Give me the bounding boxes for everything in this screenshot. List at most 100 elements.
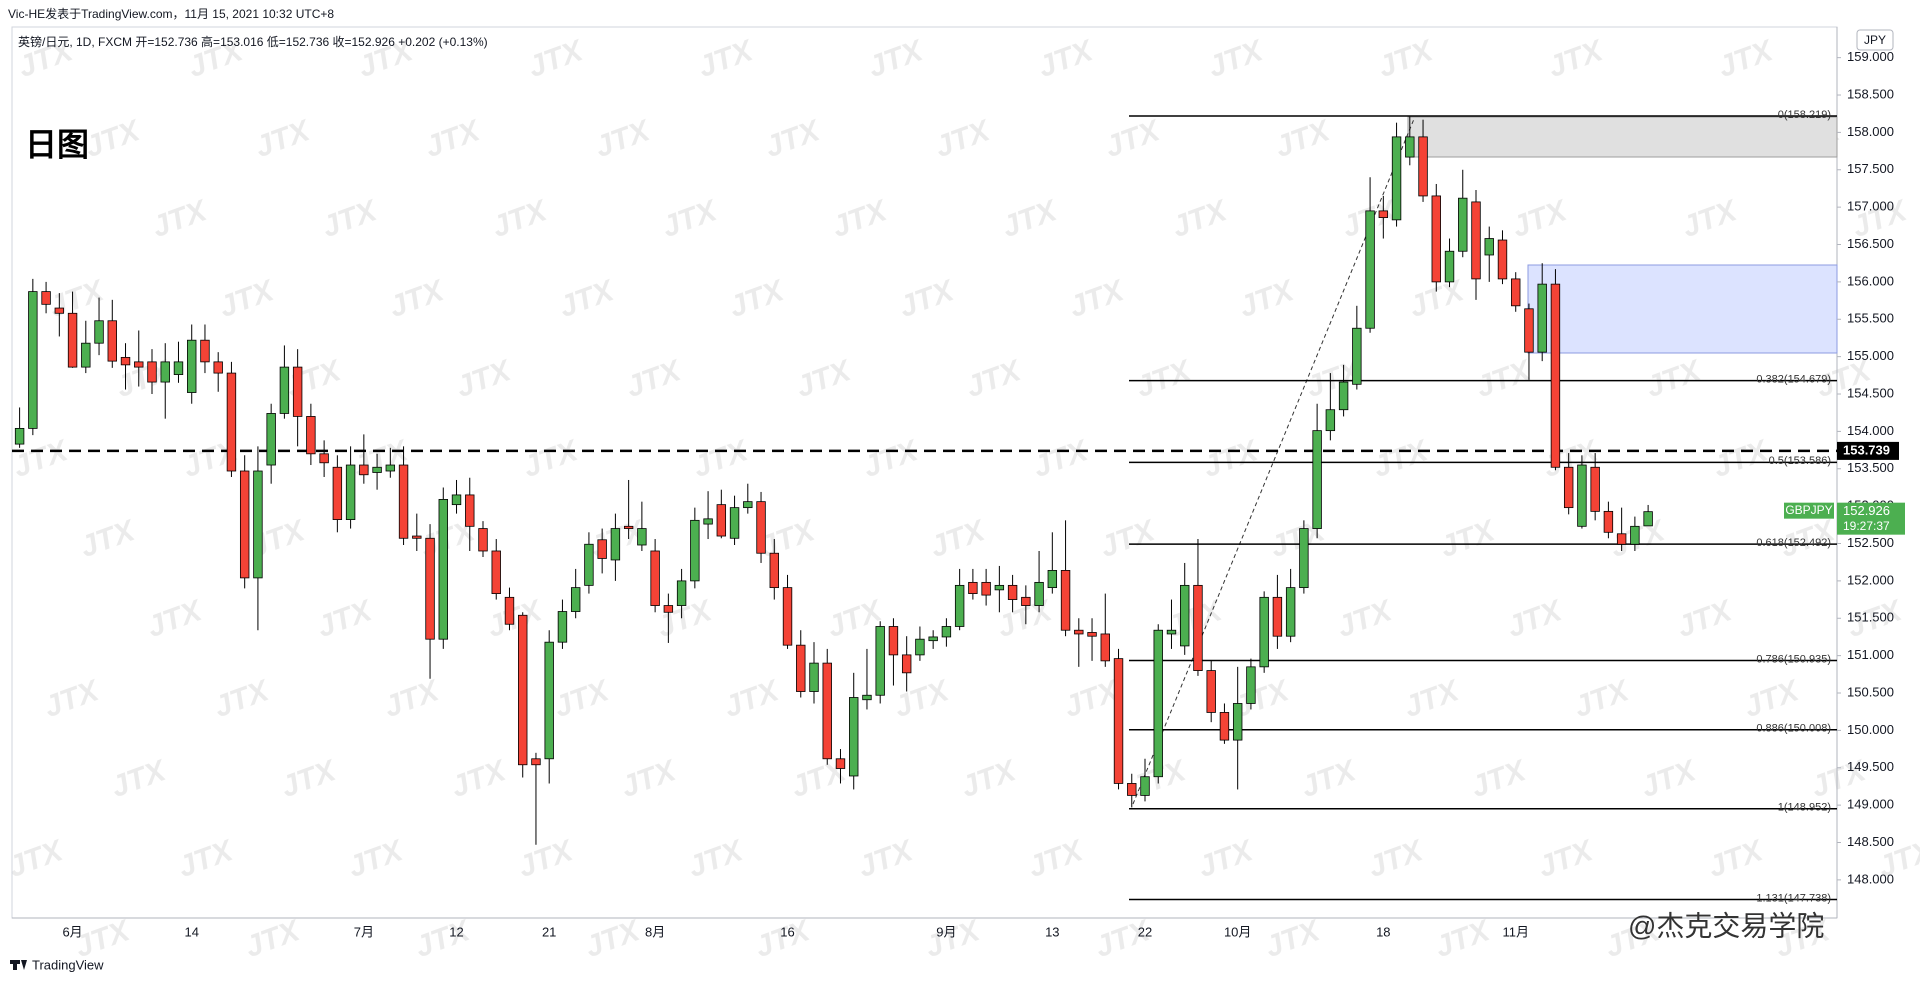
- candle-body: [120, 356, 131, 366]
- candle-body: [676, 580, 687, 606]
- x-tick-label: 7月: [354, 924, 374, 939]
- candle-body: [1590, 466, 1600, 512]
- candle-body: [1563, 466, 1574, 509]
- symbol-info: 英镑/日元, 1D, FXCM 开=152.736 高=153.016 低=15…: [18, 34, 488, 49]
- y-tick-label: 151.500: [1847, 610, 1894, 625]
- candle-body: [200, 339, 210, 363]
- candle-body: [729, 507, 740, 539]
- candle-body: [954, 584, 965, 627]
- candle-body: [557, 611, 568, 643]
- candle-body: [1259, 596, 1269, 668]
- candle-body: [1034, 581, 1044, 606]
- candle-body: [941, 626, 952, 638]
- candle-body: [1074, 629, 1084, 635]
- y-tick-label: 148.000: [1847, 871, 1894, 886]
- candle-body: [1272, 596, 1283, 637]
- candle-body: [1140, 776, 1150, 796]
- candle-body: [1060, 570, 1071, 631]
- candle-body: [716, 504, 727, 537]
- fib-label: 1(148.952): [1778, 802, 1831, 814]
- candle-body: [187, 339, 197, 393]
- candle-body: [41, 291, 51, 305]
- candle-body: [107, 320, 117, 362]
- y-tick-label: 152.000: [1847, 572, 1894, 587]
- candle-body: [809, 662, 819, 692]
- candle-body: [1325, 409, 1336, 432]
- x-tick-label: 11月: [1502, 924, 1529, 939]
- candle-body: [1193, 584, 1203, 671]
- candle-body: [518, 614, 528, 766]
- candle-body: [782, 587, 793, 646]
- candle-body: [849, 697, 859, 777]
- candle-body: [332, 466, 343, 520]
- y-tick-label: 158.000: [1847, 124, 1894, 139]
- candle-body: [412, 535, 422, 539]
- candle-body: [279, 366, 290, 414]
- supply-zone: [1407, 116, 1838, 158]
- candle-body: [862, 694, 872, 701]
- candle-body: [1643, 511, 1653, 527]
- fib-label: 0.786(150.935): [1756, 653, 1831, 665]
- candle-body: [1219, 712, 1230, 741]
- last-price-label: 152.926: [1843, 503, 1890, 518]
- candle-body: [213, 361, 223, 374]
- candle-body: [451, 494, 462, 506]
- y-tick-label: 149.000: [1847, 797, 1894, 812]
- candle-body: [1511, 278, 1521, 307]
- candle-body: [1537, 283, 1547, 353]
- order-block-zone: [1527, 264, 1838, 354]
- x-tick-label: 18: [1376, 924, 1390, 939]
- currency-box: [1856, 29, 1894, 51]
- x-tick-label: 9月: [936, 924, 956, 939]
- candle-body: [637, 528, 647, 546]
- candle-body: [822, 662, 832, 760]
- symbol-tag: [1784, 502, 1834, 519]
- y-tick-label: 156.500: [1847, 236, 1894, 251]
- y-tick-label: 157.500: [1847, 161, 1894, 176]
- candle-body: [769, 552, 779, 589]
- candle-body: [1180, 584, 1190, 647]
- x-tick-label: 21: [542, 924, 556, 939]
- last-price-tag: [1837, 502, 1905, 535]
- candle-body: [67, 312, 78, 368]
- candle-body: [226, 372, 237, 472]
- key-level-label: 153.739: [1843, 442, 1890, 457]
- candle-body: [1391, 136, 1402, 221]
- y-tick-label: 155.500: [1847, 311, 1894, 326]
- candle-body: [438, 499, 448, 640]
- candle-body: [610, 528, 621, 561]
- candle-body: [28, 291, 38, 429]
- candle-body: [703, 518, 713, 525]
- y-tick-label: 154.000: [1847, 423, 1894, 438]
- candle-body: [915, 638, 925, 656]
- fib-label: 0.382(154.679): [1756, 374, 1831, 386]
- candle-body: [1352, 327, 1362, 385]
- y-tick-label: 148.500: [1847, 834, 1894, 849]
- y-tick-label: 152.500: [1847, 535, 1894, 550]
- candle-body: [663, 605, 674, 613]
- candle-body: [160, 361, 170, 383]
- candle-body: [385, 464, 396, 472]
- symbol-label: GBPJPY: [1785, 503, 1832, 517]
- candle-body: [478, 528, 488, 552]
- candle-body: [319, 453, 329, 464]
- candle-body: [345, 464, 356, 520]
- candle-body: [292, 366, 303, 417]
- y-tick-label: 158.500: [1847, 86, 1894, 101]
- fib-label: 1.131(147.738): [1756, 892, 1831, 904]
- brand-logo: [10, 960, 27, 970]
- candle-body: [1418, 136, 1428, 197]
- candle-body: [1007, 584, 1018, 600]
- candle-body: [81, 342, 91, 368]
- author-mark: @杰克交易学院: [1628, 910, 1824, 941]
- y-tick-label: 150.500: [1847, 684, 1894, 699]
- candle-body: [1497, 239, 1508, 280]
- x-tick-label: 6月: [62, 924, 82, 939]
- candle-body: [597, 539, 607, 559]
- y-tick-label: 149.500: [1847, 759, 1894, 774]
- candle-body: [1524, 308, 1534, 353]
- candle-body: [306, 416, 316, 455]
- candle-body: [1630, 525, 1640, 545]
- candle-body: [1047, 570, 1058, 589]
